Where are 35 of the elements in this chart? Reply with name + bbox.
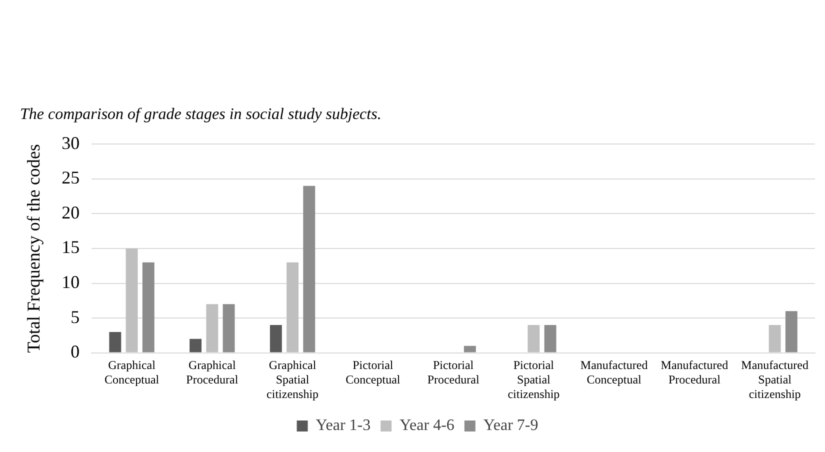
bar (222, 304, 235, 352)
y-tick-label: 5 (70, 306, 80, 327)
bar (785, 311, 798, 352)
y-axis-title: Total Frequency of the codes (24, 144, 44, 353)
y-tick-label: 0 (70, 342, 80, 362)
bar (464, 346, 476, 352)
y-tick-label: 10 (62, 272, 80, 292)
legend-label: Year 1-3 (316, 417, 371, 434)
x-tick-label: Graphical Conceptual (104, 358, 160, 387)
x-tick-label: Pictorial Procedural (427, 358, 480, 387)
y-tick-label: 25 (62, 168, 80, 188)
bar (303, 186, 316, 352)
x-tick-label: Pictorial Spatial citizenship (508, 358, 560, 401)
bar (109, 332, 122, 352)
x-tick-label: Manufactured Conceptual (580, 358, 648, 387)
x-tick-label: Graphical Spatial citizenship (266, 358, 319, 401)
bar (190, 338, 202, 352)
bar (206, 304, 218, 352)
x-tick-label: Manufactured Spatial citizenship (741, 358, 808, 401)
bar (544, 324, 556, 352)
x-tick-label: Manufactured Procedural (660, 358, 728, 387)
bar (142, 262, 154, 352)
legend-label: Year 7-9 (483, 417, 538, 434)
bar (270, 324, 282, 352)
x-tick-label: Pictorial Conceptual (346, 358, 401, 387)
x-tick-label: Graphical Procedural (186, 358, 239, 387)
y-tick-label: 20 (62, 202, 80, 222)
legend-label: Year 4-6 (400, 417, 454, 434)
bar (768, 324, 781, 352)
chart-title: The comparison of grade stages in social study subjects. (20, 106, 382, 123)
y-tick-label: 30 (62, 132, 80, 153)
bar (126, 248, 138, 352)
bar (528, 324, 540, 352)
bar (286, 262, 299, 352)
y-tick-label: 15 (62, 237, 80, 258)
